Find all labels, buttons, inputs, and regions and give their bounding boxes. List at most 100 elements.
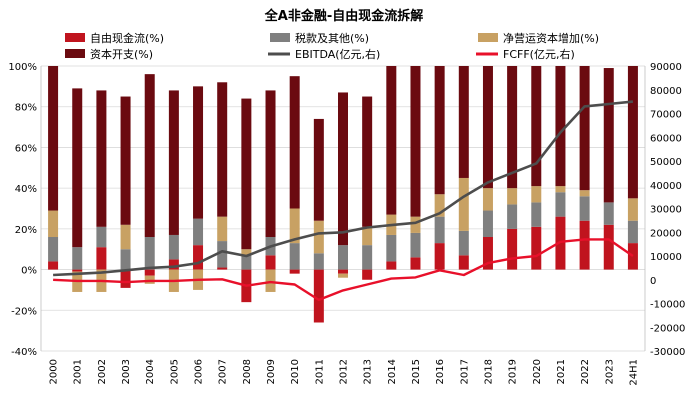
bar-capex-2007 [217,82,228,217]
bar-nwc-2018 [482,188,493,211]
bar-fcf-2022 [579,220,590,270]
bar-capex-2018 [482,66,493,189]
y-left-tick-label: 80% [15,103,37,114]
bar-fcf-2018 [482,237,493,270]
bar-tax-2006 [193,218,204,246]
bar-tax-2008 [241,255,252,270]
bar-fcf-2002 [96,247,107,270]
y-right-tick-label: 30000 [650,205,682,216]
bar-tax-2002 [96,226,107,248]
y-right-tick-label: -20000 [650,323,685,334]
bar-fcf-2016 [434,243,445,270]
bar-nwc-2016 [434,194,445,217]
bar-tax-2014 [386,234,397,262]
x-tick-label: 2018 [483,359,494,384]
bar-tax-2017 [458,230,469,256]
bar-nwc-2008 [241,249,252,256]
bar-nwc-2009 [265,269,276,292]
bar-fcf-2019 [507,228,518,270]
bar-tax-2003 [120,249,131,270]
bar-fcf-2023 [603,224,614,270]
bar-fcf-2005 [168,259,179,270]
legend-swatch [270,33,290,42]
bar-tax-2011 [313,253,324,270]
x-tick-label: 2005 [169,359,180,384]
legend-item-nwc: 净营运资本增加(%) [478,31,599,45]
legend-swatch [478,33,498,42]
bar-tax-2004 [144,237,155,270]
legend-item-fcf: 自由现金流(%) [65,31,164,45]
y-right-tick-label: 20000 [650,228,682,239]
x-tick-label: 2019 [508,359,519,384]
legend-item-fcff: FCFF(亿元,右) [476,47,575,61]
bar-tax-2013 [362,245,373,270]
bar-tax-2021 [555,192,566,217]
x-tick-label: 2023 [604,359,615,384]
legend-swatch [65,49,85,58]
legend-label: 自由现金流(%) [90,31,164,45]
y-right-tick-label: 90000 [650,62,682,73]
x-tick-label: 2009 [266,359,277,384]
bar-nwc-2012 [338,273,348,278]
x-tick-label: 2008 [242,359,253,384]
x-tick-label: 2006 [194,359,205,384]
y-right-tick-label: 60000 [650,133,682,144]
bar-fcf-2020 [531,226,542,270]
y-right-tick-label: 80000 [650,86,682,97]
bar-tax-2018 [482,210,493,237]
bar-nwc-2011 [313,220,324,254]
bar-tax-2019 [507,204,518,229]
y-right-tick-label: -30000 [650,347,685,358]
line-ebitda [53,100,634,277]
bar-tax-2000 [48,237,59,262]
bar-fcf-2010 [289,269,300,274]
bar-tax-2023 [603,202,614,225]
x-tick-label: 2001 [73,359,84,384]
bar-nwc-2000 [48,210,59,237]
bar-nwc-2021 [555,186,566,193]
bar-tax-2016 [434,216,445,244]
bar-fcf-24H1 [627,243,638,270]
bar-fcf-2009 [265,255,276,270]
legend-item-ebitda: EBITDA(亿元,右) [268,47,380,61]
bar-tax-2020 [531,202,542,227]
x-tick-label: 2002 [97,359,108,384]
x-tick-label: 2010 [290,359,301,384]
x-tick-label: 2013 [363,359,374,384]
bar-capex-24H1 [627,66,638,199]
bar-nwc-2013 [362,226,373,246]
y-right-tick-label: 70000 [650,110,682,121]
y-right-tick-label: 50000 [650,157,682,168]
legend-item-capex: 资本开支(%) [65,47,153,61]
legend-swatch [65,33,85,42]
bar-fcf-2013 [362,269,373,280]
bar-capex-2022 [579,66,590,191]
x-tick-label: 2012 [339,359,350,384]
bar-capex-2023 [603,68,614,203]
line-fcff [53,238,634,302]
x-tick-label: 2021 [556,359,567,384]
bar-fcf-2017 [458,255,469,270]
bar-capex-2016 [434,66,445,195]
bar-fcf-2011 [313,269,324,323]
bar-capex-2014 [386,66,397,215]
bar-capex-2021 [555,66,566,187]
x-tick-label: 2014 [387,359,398,384]
x-tick-label: 2022 [580,359,591,384]
bar-capex-2004 [144,74,155,238]
bar-fcf-2006 [193,245,204,270]
bar-nwc-2017 [458,177,469,231]
bar-fcf-2001 [72,269,83,272]
x-tick-label: 2003 [121,359,132,384]
y-right-tick-label: 40000 [650,181,682,192]
bar-capex-2013 [362,96,373,227]
y-right-tick-label: 0 [650,276,656,287]
legend-label: 净营运资本增加(%) [503,31,599,45]
bar-fcf-2003 [120,269,131,288]
bar-capex-2002 [96,90,107,227]
bar-capex-2012 [338,92,348,246]
bar-tax-2012 [338,245,348,270]
bars-layer [48,66,638,323]
bar-capex-2009 [265,90,276,237]
